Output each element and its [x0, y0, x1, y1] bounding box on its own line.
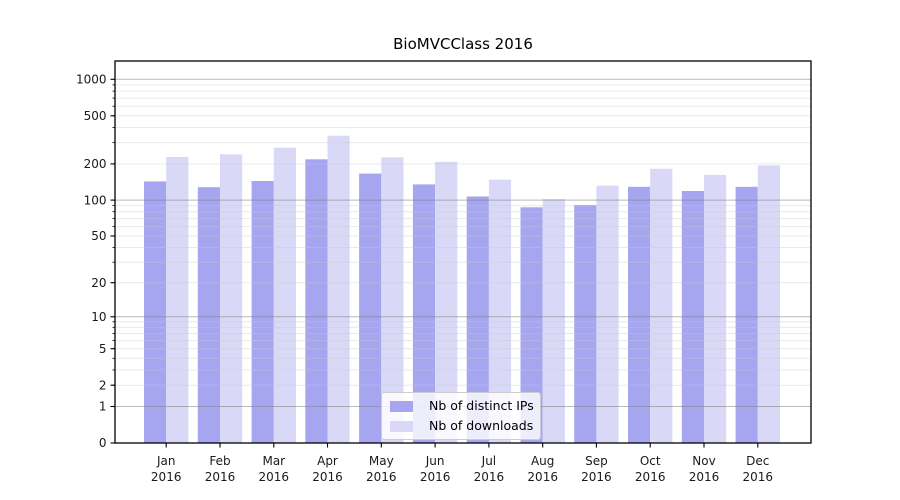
bar-distinct-ips: [305, 159, 328, 444]
bar-downloads: [435, 161, 458, 444]
y-tick-label: 1: [99, 400, 107, 414]
x-tick-label-year: 2016: [259, 470, 290, 484]
axis-spine: [114, 60, 812, 444]
x-tick-label-month: Jan: [156, 454, 176, 468]
x-tick-label-year: 2016: [420, 470, 451, 484]
bar-downloads: [220, 154, 243, 444]
x-tick-label-month: Oct: [640, 454, 661, 468]
x-tick-label-year: 2016: [635, 470, 666, 484]
y-tick-label: 5: [99, 342, 107, 356]
y-tick-label: 100: [84, 193, 107, 207]
bar-downloads: [650, 168, 673, 444]
x-tick-label-year: 2016: [743, 470, 774, 484]
x-tick-label-month: Feb: [209, 454, 230, 468]
y-tick-label: 1000: [76, 73, 107, 87]
bar-distinct-ips: [251, 181, 274, 443]
x-tick-label-month: Nov: [692, 454, 715, 468]
x-tick-label-month: Sep: [585, 454, 608, 468]
x-tick-label-month: Jul: [481, 454, 496, 468]
legend-label-downloads: Nb of downloads: [429, 418, 534, 433]
bar-downloads: [704, 174, 727, 443]
bar-downloads: [273, 147, 296, 443]
bar-distinct-ips: [412, 184, 436, 443]
x-tick-label-year: 2016: [151, 470, 182, 484]
bar-downloads: [542, 199, 565, 443]
y-tick-label: 2: [99, 378, 107, 392]
x-tick-label-month: Apr: [317, 454, 338, 468]
x-tick-label-year: 2016: [527, 470, 558, 484]
bar-downloads: [381, 157, 404, 443]
y-tick-label: 200: [84, 157, 107, 171]
legend-swatch-downloads: [390, 420, 413, 432]
legend-label-distinct-ips: Nb of distinct IPs: [429, 398, 534, 413]
chart-title: BioMVCClass 2016: [393, 35, 533, 53]
bar-distinct-ips: [197, 187, 220, 443]
bar-downloads: [166, 157, 189, 443]
x-tick-label-month: Dec: [746, 454, 769, 468]
x-tick-label-year: 2016: [581, 470, 612, 484]
x-tick-label-month: May: [369, 454, 394, 468]
y-tick-label: 50: [91, 229, 106, 243]
y-tick-label: 20: [91, 276, 106, 290]
bar-distinct-ips: [359, 173, 382, 443]
legend-item-downloads: Nb of downloads: [390, 418, 534, 434]
x-tick-label-year: 2016: [366, 470, 397, 484]
x-tick-label-year: 2016: [689, 470, 720, 484]
x-tick-label-month: Jun: [425, 454, 445, 468]
legend-item-distinct-ips: Nb of distinct IPs: [390, 398, 534, 414]
bar-distinct-ips: [144, 181, 167, 443]
bar-downloads: [596, 185, 619, 443]
x-tick-label-year: 2016: [474, 470, 505, 484]
legend: Nb of distinct IPs Nb of downloads: [381, 392, 541, 440]
y-tick-label: 10: [91, 310, 106, 324]
x-tick-label-year: 2016: [205, 470, 236, 484]
y-tick-label: 500: [84, 109, 107, 123]
x-tick-label-month: Mar: [262, 454, 285, 468]
x-tick-label-year: 2016: [312, 470, 343, 484]
y-tick-label: 0: [99, 436, 107, 450]
bar-distinct-ips: [574, 205, 597, 443]
bar-distinct-ips: [466, 196, 489, 443]
bar-distinct-ips: [628, 186, 651, 444]
x-tick-label-month: Aug: [531, 454, 554, 468]
bar-distinct-ips: [735, 186, 758, 444]
bar-distinct-ips: [520, 207, 543, 443]
legend-swatch-distinct-ips: [390, 400, 413, 412]
bar-downloads: [757, 165, 780, 443]
bar-downloads: [488, 179, 512, 443]
bar-downloads: [327, 135, 350, 443]
